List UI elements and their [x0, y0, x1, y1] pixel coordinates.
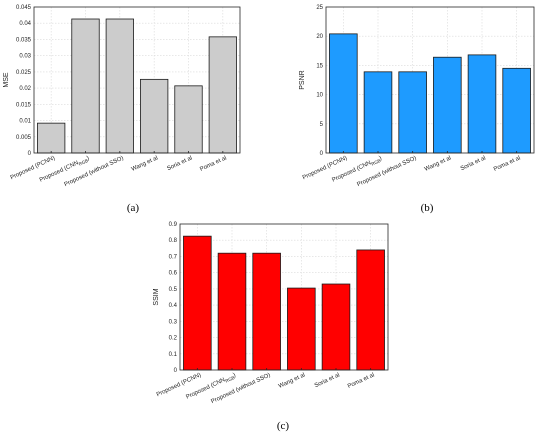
bar-3	[398, 71, 427, 154]
y-tick-label: 0.03	[19, 54, 31, 60]
panel-label: (b)	[421, 202, 434, 214]
y-tick-label: 0.035	[16, 37, 32, 43]
y-axis-label: PSNR	[299, 70, 306, 89]
x-category-label: Proposed (without SSO)	[356, 155, 417, 188]
y-tick-label: 10	[316, 93, 323, 99]
bar-5	[467, 54, 497, 154]
bar-6	[356, 249, 385, 371]
y-tick-label: 0.8	[169, 238, 178, 244]
y-tick-label: 25	[316, 5, 323, 11]
y-tick-label: 15	[316, 63, 323, 69]
y-tick-label: 5	[320, 122, 324, 128]
x-category-label: Poma et al	[493, 155, 522, 173]
panel-label: (c)	[277, 420, 290, 432]
y-tick-label: 0.04	[19, 21, 31, 27]
x-category-label: Proposed (without SSO)	[210, 372, 271, 405]
y-axis-label: SSIM	[153, 288, 160, 305]
chart-panel-1: 0 0.005 0.01 0.015 0.02 0.025 0.03 0.035 0.04 0.0…	[3, 5, 241, 214]
y-tick-label: 0.7	[169, 254, 178, 260]
y-tick-label: 0.005	[16, 135, 32, 141]
bar-5	[321, 283, 351, 371]
plot-frame	[325, 6, 535, 154]
x-category-label: Soria et al	[166, 155, 193, 172]
bar-6	[502, 67, 531, 154]
bar-2	[217, 252, 247, 371]
bar-1	[37, 122, 66, 154]
y-tick-label: 0.015	[16, 102, 32, 108]
y-tick-label: 20	[316, 34, 323, 40]
plot-frame	[33, 6, 241, 154]
y-tick-label: 0.6	[169, 271, 178, 277]
y-tick-label: 0.045	[16, 5, 32, 11]
y-tick-label: 0	[174, 368, 178, 374]
y-tick-label: 0	[320, 151, 324, 157]
y-tick-label: 0.2	[169, 336, 178, 342]
bar-4	[433, 56, 462, 154]
x-category-label: Wang et al	[424, 155, 452, 172]
y-tick-label: 0	[28, 151, 32, 157]
y-tick-label: 0.9	[169, 222, 178, 228]
plot-frame	[179, 223, 389, 371]
x-category-label: Proposed (without SSO)	[64, 155, 125, 188]
x-category-label: Wang et al	[131, 155, 159, 172]
y-tick-label: 0.3	[169, 319, 178, 325]
y-tick-label: 0.025	[16, 70, 32, 76]
y-tick-label: 0.02	[19, 86, 31, 92]
x-category-label: Poma et al	[347, 372, 376, 390]
bar-1	[329, 33, 358, 154]
bar-4	[140, 78, 169, 154]
bar-2	[71, 18, 100, 154]
bar-5	[174, 85, 203, 154]
bar-3	[252, 252, 281, 371]
bar-1	[183, 235, 212, 371]
bar-2	[363, 71, 393, 154]
y-axis-label: MSE	[3, 72, 10, 88]
bar-6	[208, 36, 237, 154]
bar-4	[287, 287, 316, 371]
bar-3	[105, 18, 134, 154]
y-tick-label: 0.5	[169, 287, 178, 293]
x-category-label: Soria et al	[460, 155, 487, 172]
x-category-label: Wang et al	[278, 372, 306, 389]
y-tick-label: 0.1	[169, 352, 178, 358]
panel-label: (a)	[127, 202, 140, 214]
x-category-label: Poma et al	[199, 155, 228, 173]
x-category-label: Soria et al	[314, 372, 341, 389]
y-tick-label: 0.01	[19, 119, 31, 125]
y-tick-label: 0.4	[169, 303, 178, 309]
